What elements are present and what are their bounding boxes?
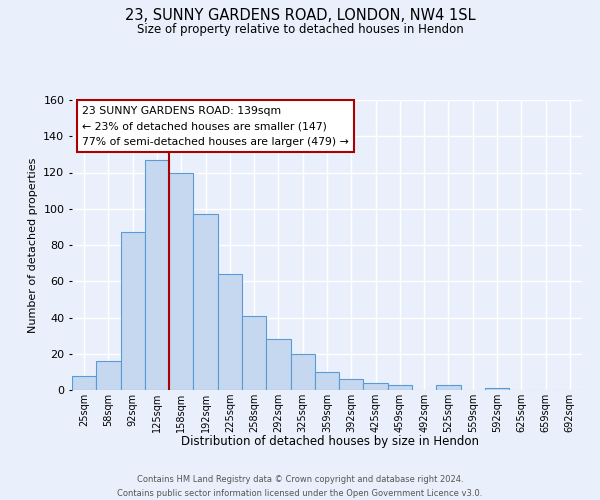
- Text: Distribution of detached houses by size in Hendon: Distribution of detached houses by size …: [181, 435, 479, 448]
- Bar: [436, 384, 461, 390]
- Bar: [290, 354, 315, 390]
- Bar: [218, 274, 242, 390]
- Text: Size of property relative to detached houses in Hendon: Size of property relative to detached ho…: [137, 22, 463, 36]
- Bar: [485, 388, 509, 390]
- Bar: [121, 232, 145, 390]
- Bar: [169, 172, 193, 390]
- Bar: [72, 376, 96, 390]
- Bar: [388, 384, 412, 390]
- Text: Contains HM Land Registry data © Crown copyright and database right 2024.
Contai: Contains HM Land Registry data © Crown c…: [118, 476, 482, 498]
- Bar: [145, 160, 169, 390]
- Text: 23 SUNNY GARDENS ROAD: 139sqm
← 23% of detached houses are smaller (147)
77% of : 23 SUNNY GARDENS ROAD: 139sqm ← 23% of d…: [82, 106, 349, 147]
- Bar: [266, 339, 290, 390]
- Bar: [193, 214, 218, 390]
- Text: 23, SUNNY GARDENS ROAD, LONDON, NW4 1SL: 23, SUNNY GARDENS ROAD, LONDON, NW4 1SL: [125, 8, 475, 22]
- Bar: [315, 372, 339, 390]
- Bar: [339, 379, 364, 390]
- Bar: [96, 361, 121, 390]
- Y-axis label: Number of detached properties: Number of detached properties: [28, 158, 38, 332]
- Bar: [364, 383, 388, 390]
- Bar: [242, 316, 266, 390]
